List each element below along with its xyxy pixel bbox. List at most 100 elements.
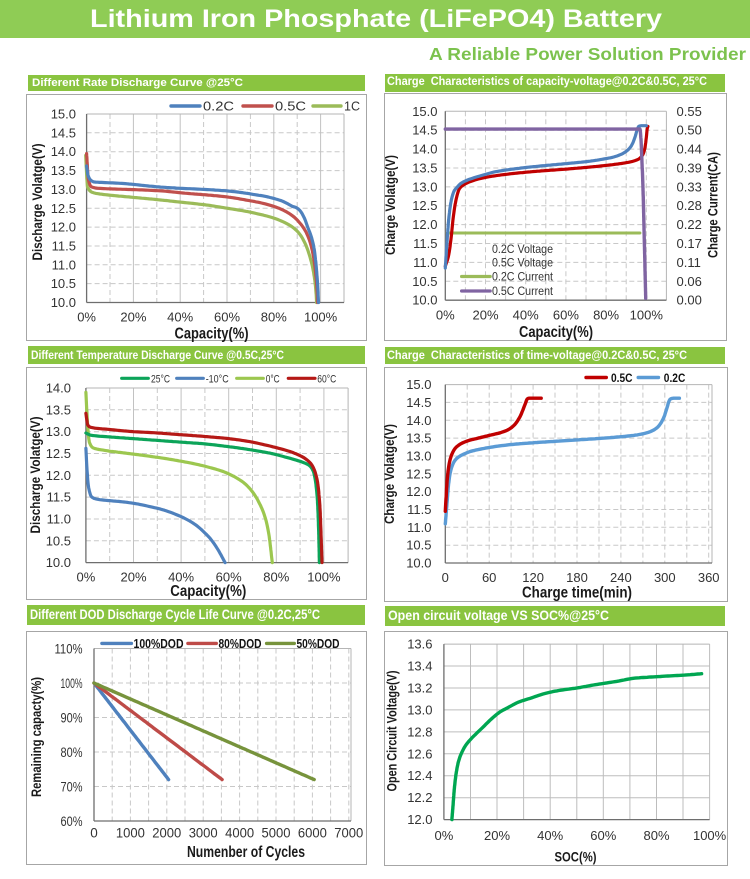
svg-text:Discharge Volatge(V): Discharge Volatge(V): [29, 144, 45, 261]
svg-text:40%: 40%: [168, 570, 194, 585]
svg-text:0.55: 0.55: [677, 104, 702, 119]
svg-text:100%: 100%: [61, 676, 83, 691]
svg-text:90%: 90%: [61, 710, 83, 725]
svg-text:40%: 40%: [513, 308, 539, 323]
svg-text:12.5: 12.5: [406, 466, 431, 481]
svg-text:SOC(%): SOC(%): [555, 849, 597, 865]
svg-text:13.5: 13.5: [406, 431, 431, 446]
svg-text:13.5: 13.5: [46, 402, 71, 417]
svg-text:0.28: 0.28: [677, 198, 702, 213]
svg-text:10.0: 10.0: [412, 293, 437, 308]
svg-text:2000: 2000: [152, 826, 181, 841]
svg-text:60%: 60%: [214, 310, 240, 325]
svg-text:100%: 100%: [304, 310, 338, 325]
svg-text:Capacity(%): Capacity(%): [519, 324, 593, 341]
svg-text:10.0: 10.0: [46, 555, 71, 570]
svg-text:14.0: 14.0: [51, 144, 76, 159]
svg-text:13.0: 13.0: [412, 179, 437, 194]
svg-text:7000: 7000: [334, 826, 363, 841]
svg-text:20%: 20%: [484, 828, 510, 843]
svg-text:1C: 1C: [344, 99, 360, 114]
svg-text:12.6: 12.6: [407, 746, 432, 761]
svg-text:80%DOD: 80%DOD: [219, 637, 262, 651]
svg-text:360: 360: [698, 570, 720, 585]
svg-text:80%: 80%: [643, 828, 669, 843]
svg-text:14.5: 14.5: [406, 395, 431, 410]
svg-text:0°C: 0°C: [266, 373, 280, 385]
svg-text:70%: 70%: [61, 779, 83, 794]
svg-text:60%: 60%: [590, 828, 616, 843]
svg-text:13.2: 13.2: [407, 681, 432, 696]
svg-text:10.5: 10.5: [51, 276, 76, 291]
svg-text:Charge Volatge(V): Charge Volatge(V): [382, 155, 398, 255]
svg-text:15.0: 15.0: [412, 104, 437, 119]
svg-text:3000: 3000: [189, 826, 218, 841]
svg-text:0%: 0%: [77, 570, 96, 585]
svg-text:11.0: 11.0: [52, 257, 76, 272]
svg-text:60%: 60%: [61, 814, 83, 829]
svg-text:120: 120: [522, 570, 544, 585]
svg-text:0%: 0%: [435, 828, 454, 843]
svg-text:10.0: 10.0: [406, 556, 431, 571]
svg-text:13.6: 13.6: [407, 637, 432, 652]
svg-text:11.5: 11.5: [52, 239, 76, 254]
svg-text:12.5: 12.5: [51, 201, 76, 216]
svg-text:20%: 20%: [120, 570, 146, 585]
svg-text:0.2C: 0.2C: [664, 373, 686, 385]
svg-text:11.0: 11.0: [47, 512, 71, 527]
svg-text:0.22: 0.22: [677, 217, 702, 232]
svg-text:60%: 60%: [216, 570, 242, 585]
svg-text:10.5: 10.5: [406, 538, 431, 553]
svg-text:11.5: 11.5: [407, 502, 431, 517]
svg-text:25°C: 25°C: [151, 373, 170, 385]
svg-text:0.2C Voltage: 0.2C Voltage: [492, 242, 553, 256]
svg-text:0.06: 0.06: [677, 274, 702, 289]
svg-text:100%: 100%: [693, 828, 727, 843]
svg-text:0.44: 0.44: [677, 142, 702, 157]
svg-text:0.39: 0.39: [677, 161, 702, 176]
svg-text:40%: 40%: [167, 310, 193, 325]
svg-text:14.0: 14.0: [46, 381, 71, 396]
svg-text:12.0: 12.0: [51, 220, 76, 235]
svg-text:14.5: 14.5: [412, 123, 437, 138]
svg-text:13.0: 13.0: [407, 702, 432, 717]
svg-text:15.0: 15.0: [406, 377, 431, 392]
svg-text:14.0: 14.0: [406, 413, 431, 428]
svg-text:13.0: 13.0: [406, 449, 431, 464]
svg-text:12.0: 12.0: [407, 812, 432, 827]
svg-text:0.00: 0.00: [677, 293, 702, 308]
svg-text:12.8: 12.8: [407, 724, 432, 739]
svg-text:11.5: 11.5: [413, 236, 437, 251]
svg-text:Numenber of Cycles: Numenber of Cycles: [187, 844, 305, 861]
svg-text:Capacity(%): Capacity(%): [175, 326, 249, 343]
svg-text:0.33: 0.33: [677, 179, 702, 194]
svg-text:180: 180: [566, 570, 588, 585]
svg-text:100%: 100%: [307, 570, 341, 585]
svg-text:0: 0: [90, 826, 98, 841]
svg-text:12.5: 12.5: [412, 198, 437, 213]
svg-text:50%DOD: 50%DOD: [297, 637, 340, 651]
svg-text:60: 60: [482, 570, 496, 585]
svg-text:13.4: 13.4: [407, 659, 432, 674]
svg-text:0.17: 0.17: [677, 236, 702, 251]
svg-text:0.50: 0.50: [677, 123, 702, 138]
svg-text:0.11: 0.11: [677, 255, 701, 270]
svg-text:12.0: 12.0: [406, 484, 431, 499]
svg-text:0.2C Current: 0.2C Current: [492, 270, 554, 284]
svg-text:-10°C: -10°C: [206, 373, 229, 385]
svg-text:80%: 80%: [261, 310, 287, 325]
svg-text:0.5C: 0.5C: [611, 373, 633, 385]
svg-text:4000: 4000: [225, 826, 254, 841]
svg-text:11.5: 11.5: [47, 490, 71, 505]
svg-text:80%: 80%: [263, 570, 289, 585]
svg-text:0.5C Voltage: 0.5C Voltage: [492, 256, 553, 270]
svg-text:5000: 5000: [262, 826, 291, 841]
svg-text:20%: 20%: [120, 310, 146, 325]
svg-text:6000: 6000: [298, 826, 327, 841]
svg-text:0.5C: 0.5C: [275, 99, 306, 114]
svg-text:Charge Volatge(V): Charge Volatge(V): [381, 424, 397, 524]
svg-text:60°C: 60°C: [317, 373, 336, 385]
svg-text:240: 240: [610, 570, 632, 585]
svg-text:Remaining capacty(%): Remaining capacty(%): [28, 677, 44, 797]
svg-text:12.0: 12.0: [412, 217, 437, 232]
